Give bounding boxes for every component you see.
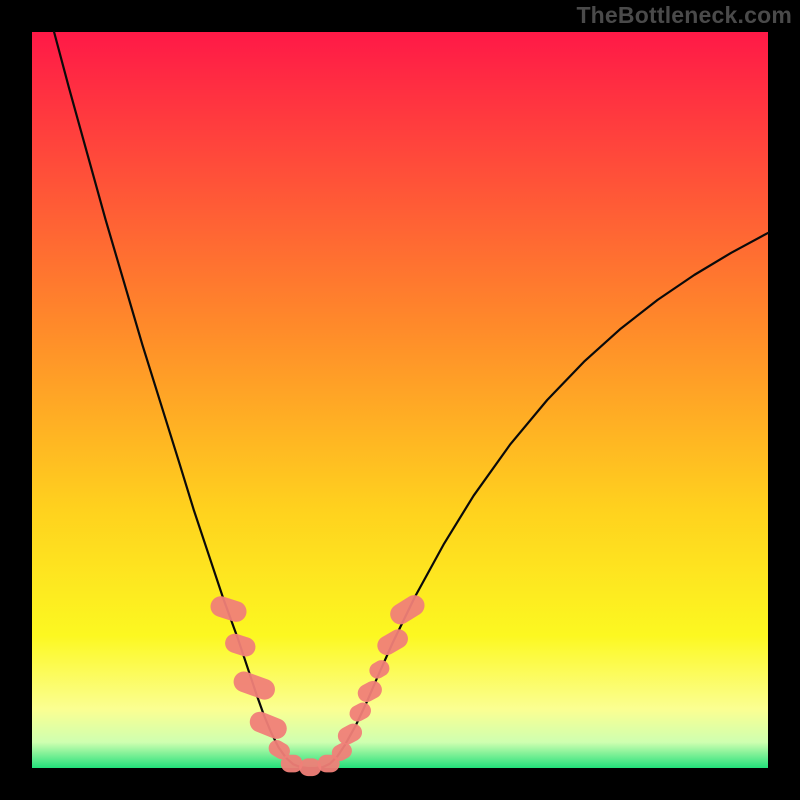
- chart-container: TheBottleneck.com: [0, 0, 800, 800]
- data-capsule: [347, 700, 374, 725]
- data-capsule: [231, 669, 278, 703]
- data-capsule: [374, 626, 412, 659]
- data-capsule: [366, 657, 392, 681]
- data-capsule: [355, 678, 385, 705]
- data-capsule: [247, 709, 290, 742]
- curve-segment: [323, 233, 768, 767]
- data-capsule: [386, 591, 428, 628]
- curve-segment: [54, 32, 301, 767]
- curve-overlay: [0, 0, 800, 800]
- data-capsule: [335, 720, 365, 747]
- data-capsule: [208, 594, 249, 625]
- data-capsule: [223, 631, 258, 659]
